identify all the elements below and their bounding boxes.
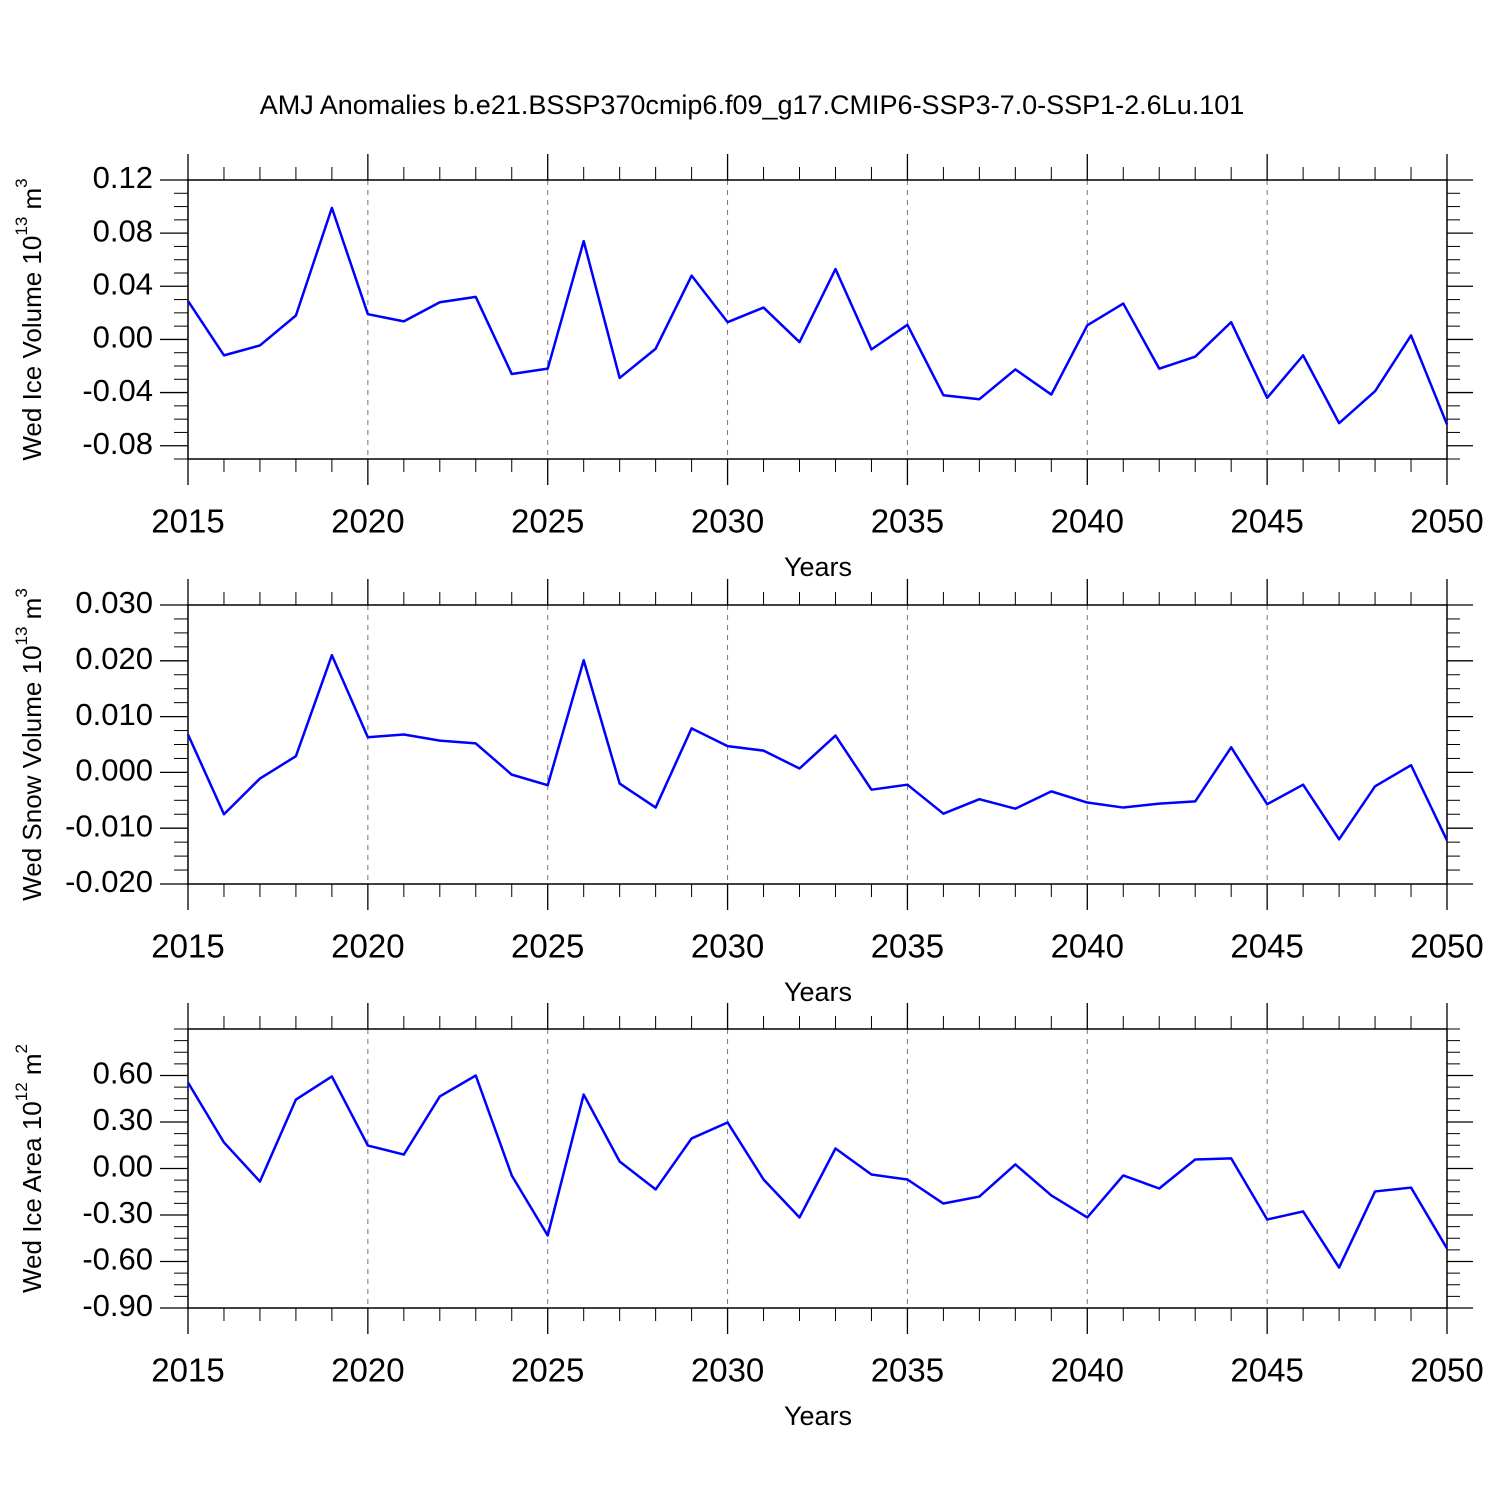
- y-axis-label-exponent: 2: [12, 1044, 31, 1053]
- y-tick-label: 0.12: [93, 160, 153, 195]
- y-tick-label: -0.04: [82, 373, 153, 408]
- y-tick-label: -0.020: [65, 864, 153, 899]
- x-tick-label: 2050: [1410, 503, 1483, 540]
- x-tick-label: 2035: [871, 928, 944, 965]
- y-tick-label: -0.010: [65, 808, 153, 843]
- plot-frame: [187, 179, 1448, 460]
- x-tick-label: 2040: [1051, 1352, 1124, 1389]
- y-tick-label: 0.020: [75, 641, 153, 676]
- y-axis-label-part: Wed Ice Volume 10: [17, 236, 47, 461]
- y-axis-label-part: Wed Ice Area 10: [17, 1101, 47, 1293]
- y-axis-label-part: m: [17, 188, 47, 217]
- y-tick-label: 0.04: [93, 266, 153, 301]
- y-axis-label-part: m: [17, 598, 47, 627]
- x-tick-label: 2045: [1230, 1352, 1303, 1389]
- x-tick-label: 2015: [151, 928, 224, 965]
- x-tick-label: 2015: [151, 503, 224, 540]
- x-tick-label: 2025: [511, 928, 584, 965]
- y-tick-label: 0.010: [75, 697, 153, 732]
- y-tick-label: -0.90: [82, 1288, 153, 1323]
- x-tick-label: 2020: [331, 928, 404, 965]
- y-tick-label: 0.00: [93, 1149, 153, 1184]
- x-axis-label: Years: [784, 1401, 852, 1431]
- x-tick-label: 2050: [1410, 1352, 1483, 1389]
- y-axis-label-exponent: 3: [12, 178, 31, 187]
- y-tick-label: -0.30: [82, 1195, 153, 1230]
- x-tick-label: 2045: [1230, 503, 1303, 540]
- y-tick-label: 0.00: [93, 320, 153, 355]
- y-axis-label-part: m: [17, 1053, 47, 1082]
- x-axis-label: Years: [784, 552, 852, 582]
- y-tick-label: -0.08: [82, 426, 153, 461]
- x-tick-label: 2030: [691, 928, 764, 965]
- plot-frame: [187, 604, 1448, 885]
- y-tick-label: 0.08: [93, 213, 153, 248]
- y-tick-label: 0.000: [75, 753, 153, 788]
- y-axis-label: Wed Ice Area 1012 m2: [12, 1044, 46, 1293]
- x-tick-label: 2030: [691, 1352, 764, 1389]
- x-tick-label: 2040: [1051, 928, 1124, 965]
- x-tick-label: 2035: [871, 1352, 944, 1389]
- x-tick-label: 2045: [1230, 928, 1303, 965]
- y-axis-label-exponent: 13: [12, 627, 31, 646]
- y-tick-label: -0.60: [82, 1242, 153, 1277]
- y-axis-label-part: Wed Snow Volume 10: [17, 645, 47, 900]
- x-tick-label: 2020: [331, 1352, 404, 1389]
- x-tick-label: 2050: [1410, 928, 1483, 965]
- x-axis-label: Years: [784, 977, 852, 1007]
- x-tick-label: 2025: [511, 503, 584, 540]
- y-tick-label: 0.30: [93, 1102, 153, 1137]
- plot-frame: [187, 1028, 1448, 1309]
- y-axis-label: Wed Ice Volume 1013 m3: [12, 178, 46, 460]
- x-tick-label: 2015: [151, 1352, 224, 1389]
- data-line: [186, 206, 1449, 425]
- x-tick-label: 2020: [331, 503, 404, 540]
- data-line: [186, 1074, 1449, 1269]
- x-tick-label: 2030: [691, 503, 764, 540]
- y-axis-label-exponent: 12: [12, 1082, 31, 1101]
- x-tick-label: 2025: [511, 1352, 584, 1389]
- y-axis-label-exponent: 13: [12, 217, 31, 236]
- y-tick-label: 0.60: [93, 1056, 153, 1091]
- x-tick-label: 2040: [1051, 503, 1124, 540]
- y-axis-label-exponent: 3: [12, 588, 31, 597]
- data-line: [186, 653, 1449, 842]
- y-tick-label: 0.030: [75, 585, 153, 620]
- chart-title: AMJ Anomalies b.e21.BSSP370cmip6.f09_g17…: [260, 90, 1245, 120]
- y-axis-label: Wed Snow Volume 1013 m3: [12, 588, 46, 901]
- x-tick-label: 2035: [871, 503, 944, 540]
